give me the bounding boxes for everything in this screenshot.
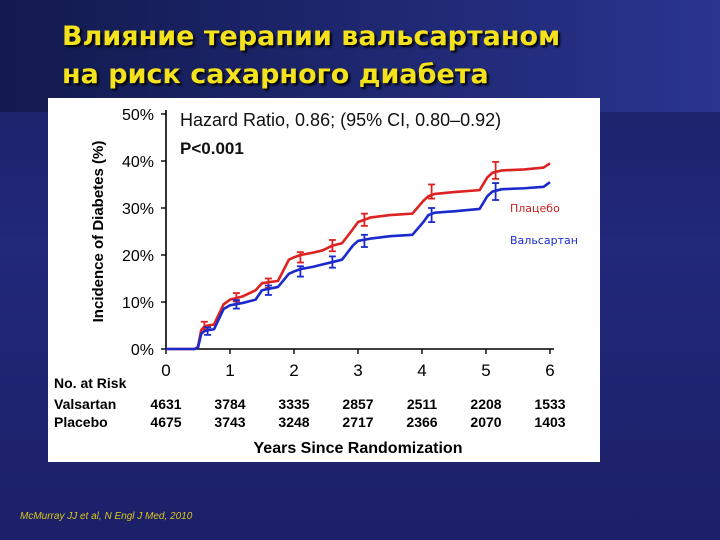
title-band	[0, 0, 720, 112]
figure-panel: 0% 10% 20% 30% 40% 50% 0 1 2 3 4 5 6 Incidence of Dia…	[48, 98, 600, 462]
series-line-1	[166, 181, 551, 351]
risk-table-row-label: Valsartan	[54, 396, 116, 412]
risk-table-cell: 2070	[470, 414, 501, 430]
x-tick-label: 2	[289, 361, 298, 380]
risk-table-cell: 3335	[278, 396, 309, 412]
risk-table-cell: 1533	[534, 396, 565, 412]
x-tick-label: 3	[353, 361, 362, 380]
y-tick-label: 20%	[122, 248, 154, 265]
risk-table-cell: 3248	[278, 414, 309, 430]
risk-table-row-label: Placebo	[54, 414, 108, 430]
p-value-annotation: P<0.001	[180, 139, 244, 158]
series-layer	[166, 161, 551, 351]
risk-table-cell: 4631	[150, 396, 181, 412]
risk-table-header: No. at Risk	[54, 375, 127, 391]
y-tick-label: 50%	[122, 107, 154, 124]
risk-table-cell: 2717	[342, 414, 373, 430]
x-tick-label: 0	[161, 361, 170, 380]
hazard-ratio-annotation: Hazard Ratio, 0.86; (95% CI, 0.80–0.92)	[180, 110, 501, 130]
series-line-0	[166, 162, 551, 351]
slide-title-line-2: на риск сахарного диабета	[62, 59, 489, 90]
axes: 0% 10% 20% 30% 40% 50% 0 1 2 3 4 5 6 Incidence of Dia…	[90, 107, 555, 380]
kaplan-meier-chart: 0% 10% 20% 30% 40% 50% 0 1 2 3 4 5 6 Incidence of Dia…	[54, 107, 578, 457]
risk-table-cell: 1403	[534, 414, 565, 430]
slide-title-line-1: Влияние терапии вальсартаном	[62, 21, 561, 52]
x-tick-label: 6	[545, 361, 554, 380]
y-tick-label: 40%	[122, 154, 154, 171]
risk-table-cell: 4675	[150, 414, 181, 430]
legend-label-valsartan: Вальсартан	[510, 234, 578, 247]
y-tick-label: 0%	[131, 342, 154, 359]
y-axis-title: Incidence of Diabetes (%)	[90, 141, 107, 323]
y-tick-label: 30%	[122, 201, 154, 218]
risk-table-cell: 3784	[214, 396, 245, 412]
slide-title: Влияние терапии вальсартаном на риск сах…	[62, 18, 702, 94]
risk-table-cell: 2208	[470, 396, 501, 412]
x-tick-label: 1	[225, 361, 234, 380]
risk-table-cell: 2366	[406, 414, 437, 430]
x-tick-label: 4	[417, 361, 426, 380]
labels-layer: Hazard Ratio, 0.86; (95% CI, 0.80–0.92) P…	[180, 110, 578, 247]
x-axis-title: Years Since Randomization	[254, 440, 463, 457]
y-tick-label: 10%	[122, 295, 154, 312]
legend-label-placebo: Плацебо	[510, 202, 560, 215]
risk-table-cell: 2857	[342, 396, 373, 412]
citation: McMurray JJ et al, N Engl J Med, 2010	[20, 511, 193, 522]
risk-table-cell: 2511	[407, 396, 438, 412]
risk-table: No. at Risk Valsartan 4631 3784 3335 2857 2511…	[54, 375, 566, 457]
risk-table-cell: 3743	[214, 414, 245, 430]
x-tick-label: 5	[481, 361, 490, 380]
